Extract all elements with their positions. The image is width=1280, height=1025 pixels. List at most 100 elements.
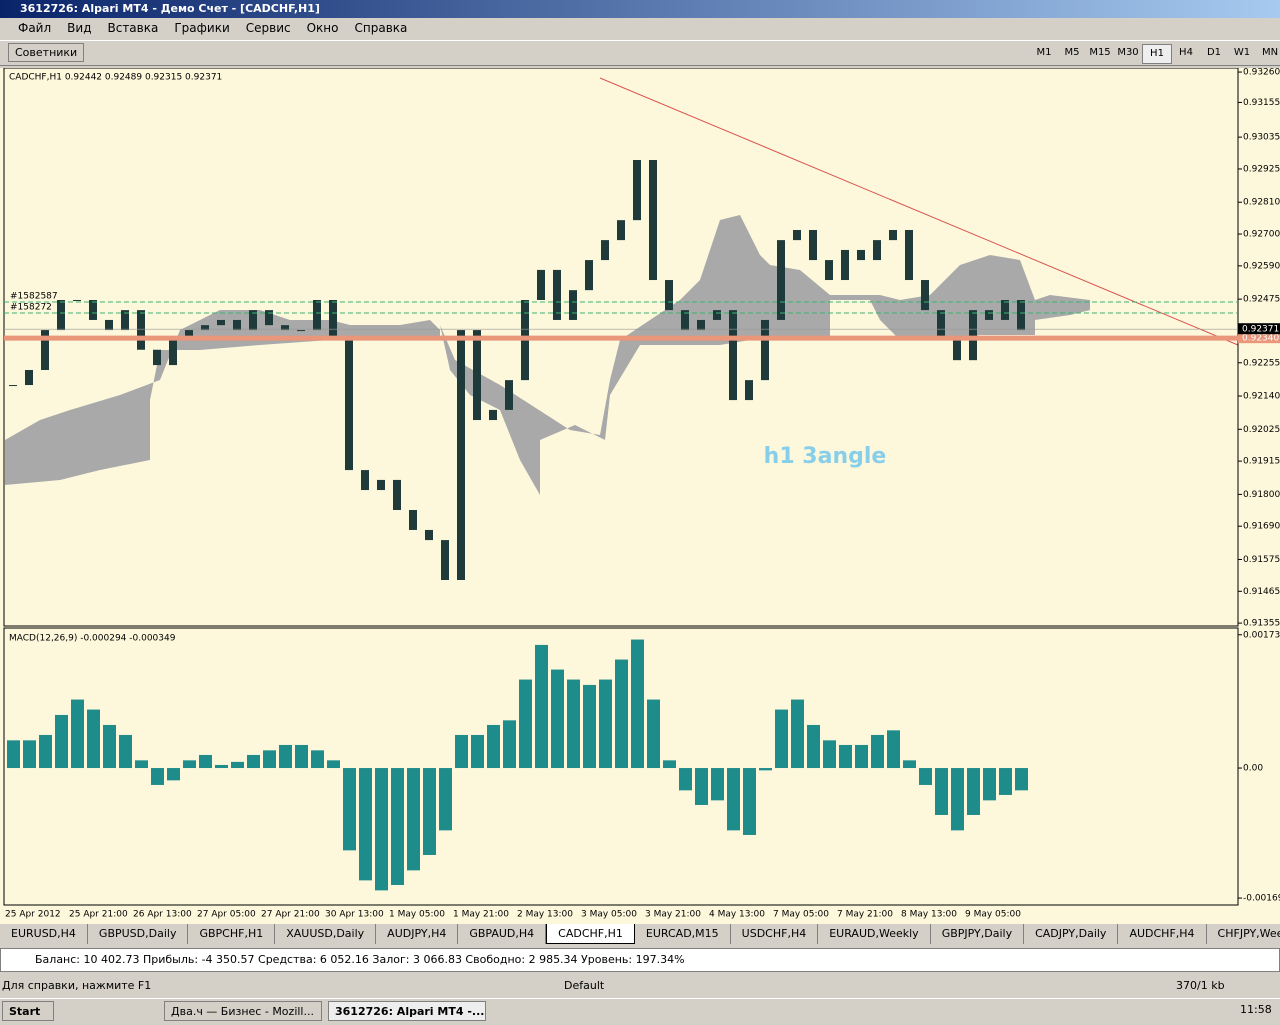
y-tick-label: -0.00169 xyxy=(1243,894,1280,904)
macd-bar xyxy=(503,720,516,769)
y-tick-label: 0.92810 xyxy=(1243,198,1280,208)
timeframe-button[interactable]: M30 xyxy=(1117,47,1139,58)
time-label: 30 Apr 13:00 xyxy=(325,910,384,920)
candle xyxy=(793,229,801,241)
macd-bar xyxy=(807,724,820,769)
time-label: 27 Apr 05:00 xyxy=(197,910,256,920)
macd-bar xyxy=(791,699,804,769)
toolbar: Советники xyxy=(0,40,1280,66)
macd-bar xyxy=(775,709,788,769)
menu-item[interactable]: Сервис xyxy=(245,21,291,35)
candle xyxy=(585,260,593,291)
macd-bar xyxy=(935,768,948,815)
macd-bar xyxy=(839,744,852,769)
y-tick-label: 0.92590 xyxy=(1243,261,1280,271)
menu-item[interactable]: Вид xyxy=(67,21,92,35)
title-bar: 3612726: Alpari MT4 - Демо Счет - [CADCH… xyxy=(0,0,1280,18)
cloud xyxy=(5,310,440,485)
macd-bar xyxy=(983,768,996,801)
macd-bar xyxy=(375,768,388,891)
candle xyxy=(361,470,369,491)
chart-tabs: EURUSD,H4 GBPUSD,Daily GBPCHF,H1 XAUUSD,Dai… xyxy=(0,924,1280,944)
macd-bar xyxy=(407,768,420,871)
y-tick-label: 0.93155 xyxy=(1243,98,1280,108)
timeframe-button[interactable]: H4 xyxy=(1179,47,1193,58)
timeframe-button[interactable]: H1 xyxy=(1142,44,1172,64)
chart-tab[interactable]: EURAUD,Weekly xyxy=(818,924,931,944)
timeframe-button[interactable]: MN xyxy=(1261,47,1279,58)
candle xyxy=(713,310,721,320)
timeframe-button[interactable]: M15 xyxy=(1089,47,1111,58)
chart-tab[interactable]: XAUUSD,Daily xyxy=(275,924,377,944)
macd-bar xyxy=(247,754,260,769)
candle xyxy=(1001,299,1009,320)
candle xyxy=(73,299,81,301)
time-label: 4 May 13:00 xyxy=(709,910,765,920)
timeframe-button[interactable]: D1 xyxy=(1206,47,1222,58)
menu-item[interactable]: Файл xyxy=(18,21,52,35)
candle xyxy=(921,280,929,311)
y-tick-label: 0.93035 xyxy=(1243,133,1280,143)
time-label: 1 May 21:00 xyxy=(453,910,509,920)
candle xyxy=(985,310,993,320)
candle xyxy=(969,310,977,361)
candle xyxy=(41,330,49,370)
macd-bar xyxy=(135,760,148,769)
chart-tab[interactable]: CHFJPY,Weekly xyxy=(1207,924,1280,944)
start-button[interactable]: Start xyxy=(2,1001,54,1021)
macd-bar xyxy=(71,699,84,769)
menu-item[interactable]: Окно xyxy=(306,21,339,35)
macd-bar xyxy=(999,768,1012,795)
candle xyxy=(425,529,433,541)
macd-bar xyxy=(743,768,756,835)
y-tick-label: 0.93260 xyxy=(1243,68,1280,78)
chart-tab[interactable]: CADCHF,H1 xyxy=(546,924,635,944)
macd-bar xyxy=(1015,768,1028,791)
macd-bar xyxy=(583,684,596,769)
candle xyxy=(441,540,449,581)
macd-bar xyxy=(663,760,676,769)
timeframe-button[interactable]: W1 xyxy=(1233,47,1251,58)
candle xyxy=(281,325,289,331)
task-button[interactable]: Два.ч — Бизнес - Mozill... xyxy=(164,1001,322,1021)
candle xyxy=(57,299,65,331)
chart-tab[interactable]: AUDJPY,H4 xyxy=(376,924,459,944)
timeframe-button[interactable]: M1 xyxy=(1036,47,1052,58)
candle xyxy=(553,269,561,320)
macd-bar xyxy=(327,760,340,769)
macd-bar xyxy=(343,768,356,851)
candle xyxy=(9,385,17,387)
y-tick-label: 0.92925 xyxy=(1243,164,1280,174)
candle xyxy=(217,319,225,326)
macd-bar xyxy=(23,740,36,769)
macd-bar xyxy=(519,679,532,769)
menu-item[interactable]: Вставка xyxy=(107,21,159,35)
time-label: 26 Apr 13:00 xyxy=(133,910,192,920)
candle xyxy=(409,510,417,530)
chart-tab[interactable]: USDCHF,H4 xyxy=(731,924,819,944)
chart-tab[interactable]: GBPAUD,H4 xyxy=(458,924,547,944)
candle xyxy=(889,229,897,241)
macd-frame xyxy=(3,627,1239,906)
candle xyxy=(121,310,129,331)
y-tick-label: 0.001732 xyxy=(1243,630,1280,640)
macd-bar xyxy=(295,744,308,769)
chart-tab[interactable]: CADJPY,Daily xyxy=(1024,924,1119,944)
macd-bar xyxy=(55,714,68,769)
task-button[interactable]: 3612726: Alpari MT4 -... xyxy=(328,1001,486,1021)
chart-tab[interactable]: EURUSD,H4 xyxy=(0,924,88,944)
candle xyxy=(537,269,545,300)
chart-tab[interactable]: GBPCHF,H1 xyxy=(188,924,276,944)
candle xyxy=(313,299,321,331)
candle xyxy=(729,310,737,401)
chart-tab[interactable]: GBPJPY,Daily xyxy=(931,924,1025,944)
advisors-button[interactable]: Советники xyxy=(8,43,85,62)
menu-item[interactable]: Справка xyxy=(354,21,408,35)
macd-bar xyxy=(759,768,772,771)
timeframe-button[interactable]: M5 xyxy=(1064,47,1080,58)
menu-item[interactable]: Графики xyxy=(174,21,230,35)
chart-tab[interactable]: GBPUSD,Daily xyxy=(88,924,189,944)
chart-tab[interactable]: AUDCHF,H4 xyxy=(1118,924,1207,944)
macd-bar xyxy=(7,740,20,769)
chart-tab[interactable]: EURCAD,M15 xyxy=(635,924,731,944)
